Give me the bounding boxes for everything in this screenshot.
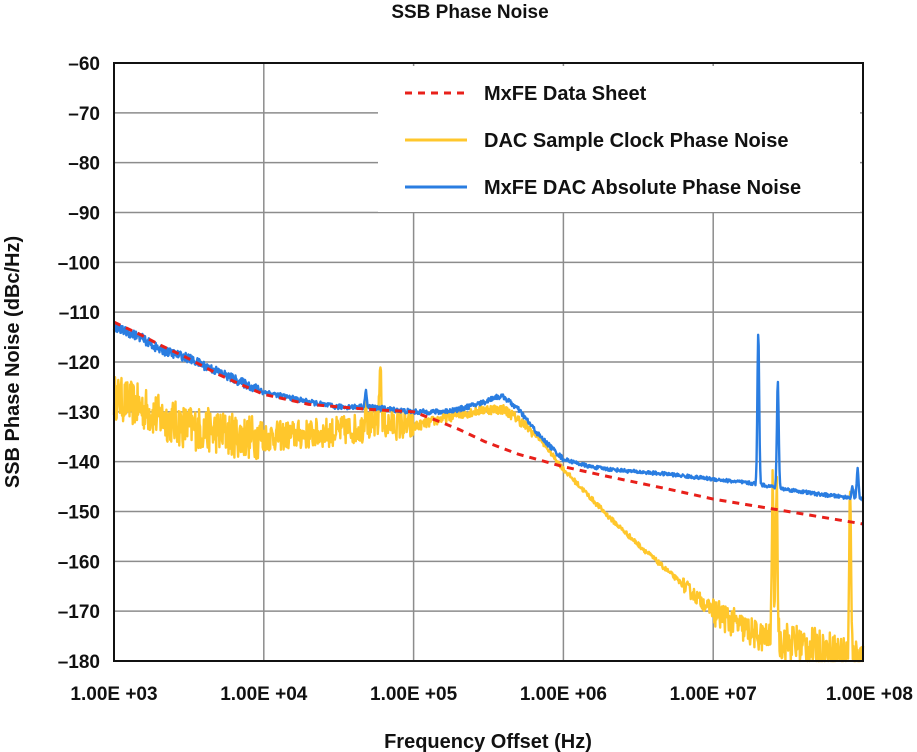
y-tick-label: –150 — [58, 503, 100, 524]
y-tick-label: –100 — [58, 253, 100, 274]
plot-frame — [113, 62, 864, 662]
y-tick-label: –170 — [58, 602, 100, 623]
y-tick-label: –90 — [68, 204, 100, 225]
series-layer — [112, 320, 865, 663]
y-tick-label: –60 — [68, 54, 100, 75]
legend-label-1: DAC Sample Clock Phase Noise — [484, 130, 789, 152]
y-tick-label: –160 — [58, 552, 100, 573]
y-tick-label: –180 — [58, 652, 100, 673]
series-line-1 — [112, 366, 865, 663]
x-tick-label: 1.00E +04 — [220, 684, 308, 705]
legend-label-0: MxFE Data Sheet — [484, 83, 647, 105]
x-tick-labels: 1.00E +03 1.00E +04 1.00E +05 1.00E +06 1.00… — [70, 684, 913, 705]
legend-label-2: MxFE DAC Absolute Phase Noise — [484, 177, 801, 199]
x-tick-label: 1.00E +06 — [520, 684, 607, 705]
x-tick-label: 1.00E +07 — [670, 684, 757, 705]
y-tick-label: –140 — [58, 453, 100, 474]
series-line-2 — [112, 323, 865, 502]
y-tick-label: –130 — [58, 403, 100, 424]
y-axis-label: SSB Phase Noise (dBc/Hz) — [2, 236, 24, 488]
legend: MxFE Data Sheet DAC Sample Clock Phase No… — [378, 66, 860, 212]
chart-title: SSB Phase Noise — [391, 2, 548, 23]
y-tick-label: –70 — [68, 104, 100, 125]
y-tick-labels: –60 –70 –80 –90 –100 –110 –120 –130 –140 –150 –160… — [58, 54, 100, 673]
series-line-0 — [113, 320, 864, 526]
y-tick-label: –120 — [58, 353, 100, 374]
x-axis-label: Frequency Offset (Hz) — [384, 731, 592, 752]
y-tick-label: –110 — [59, 303, 100, 324]
x-tick-label: 1.00E +08 — [826, 684, 913, 705]
y-tick-label: –80 — [68, 154, 100, 175]
x-tick-label: 1.00E +03 — [70, 684, 157, 705]
x-tick-label: 1.00E +05 — [370, 684, 458, 705]
